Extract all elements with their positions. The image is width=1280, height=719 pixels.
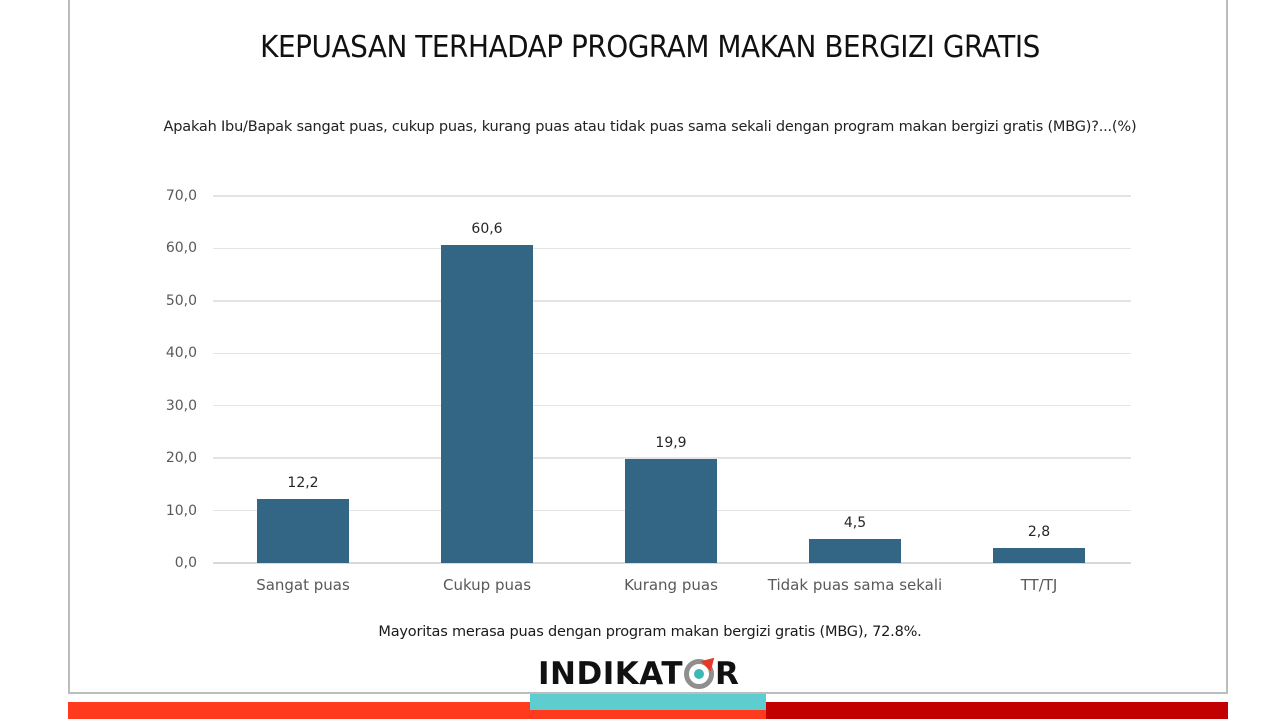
x-axis-category-label: Cukup puas bbox=[442, 576, 532, 594]
target-o-icon bbox=[684, 652, 720, 689]
y-axis-tick-label: 10,0 bbox=[165, 502, 197, 519]
y-axis-tick-label: 50,0 bbox=[165, 292, 197, 309]
footer-teal-bar bbox=[530, 694, 766, 710]
y-axis-tick-label: 60,0 bbox=[165, 240, 197, 257]
y-axis-tick-label: 0,0 bbox=[174, 555, 197, 571]
y-axis-tick-label: 20,0 bbox=[165, 450, 197, 467]
indikator-logo: INDIKAT R bbox=[538, 652, 740, 692]
bar-value-label: 4,5 bbox=[843, 515, 867, 532]
chart-question-subtitle: Apakah Ibu/Bapak sangat puas, cukup puas… bbox=[163, 119, 1137, 135]
logo-text-start: INDIKAT bbox=[538, 656, 683, 692]
bar bbox=[993, 548, 1085, 563]
x-axis-category-label: TT/TJ bbox=[1020, 576, 1058, 594]
gridline bbox=[213, 300, 1131, 302]
footer-dark-red-bar bbox=[766, 702, 1228, 719]
chart-summary-note: Mayoritas merasa puas dengan program mak… bbox=[378, 624, 922, 640]
y-axis-tick-label: 40,0 bbox=[165, 345, 197, 362]
bar bbox=[625, 458, 717, 563]
bar-value-label: 12,2 bbox=[287, 475, 319, 492]
bar bbox=[441, 245, 533, 563]
y-axis-tick-label: 30,0 bbox=[165, 397, 197, 414]
gridline bbox=[213, 404, 1131, 407]
x-axis-category-label: Tidak puas sama sekali bbox=[767, 576, 943, 594]
x-axis-category-label: Kurang puas bbox=[624, 576, 718, 594]
bar bbox=[809, 539, 901, 563]
bar-value-label: 60,6 bbox=[471, 221, 503, 238]
logo-teal-dot bbox=[694, 669, 704, 679]
bar-value-label: 2,8 bbox=[1027, 524, 1051, 541]
gridline bbox=[213, 352, 1131, 355]
slide-frame bbox=[68, 0, 1228, 694]
gridline bbox=[213, 195, 1131, 197]
x-axis-category-label: Sangat puas bbox=[256, 576, 350, 594]
gridline bbox=[213, 457, 1131, 459]
bar bbox=[257, 499, 349, 563]
bar-value-label: 19,9 bbox=[655, 434, 687, 451]
logo-text-end: R bbox=[715, 656, 740, 692]
gridline bbox=[213, 562, 1131, 564]
gridline bbox=[213, 247, 1131, 250]
slide-title: KEPUASAN TERHADAP PROGRAM MAKAN BERGIZI … bbox=[260, 30, 1040, 65]
y-axis-tick-label: 70,0 bbox=[165, 188, 197, 204]
